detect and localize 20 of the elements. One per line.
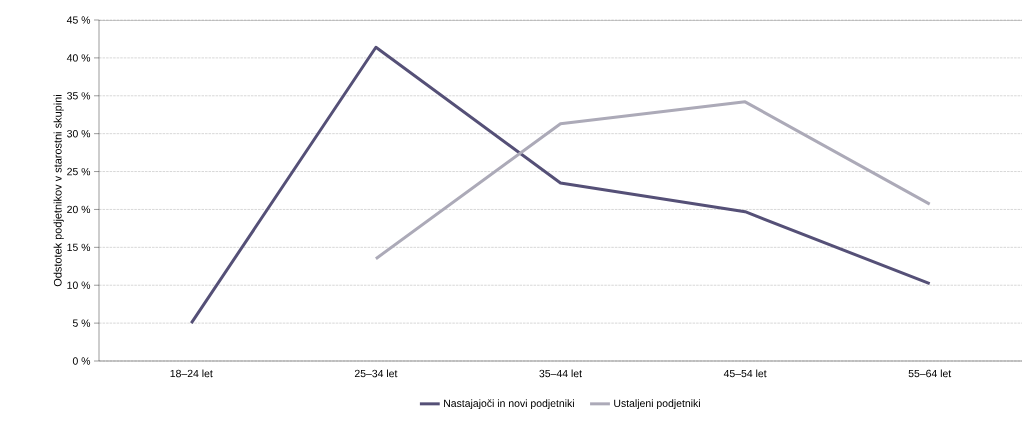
line-series <box>374 100 932 261</box>
legend-label: Nastajajoči in novi podjetniki <box>444 399 574 410</box>
y-tick-label: 5 % <box>72 319 91 327</box>
x-tick-label: 35–44 let <box>539 369 582 378</box>
y-axis-title: Odstotek podjetnikov v starostni skupini <box>53 95 64 287</box>
y-tick-label: 30 % <box>67 129 91 138</box>
line-series <box>189 45 932 325</box>
y-tick-label: 15 % <box>67 243 91 252</box>
y-tick-label: 25 % <box>67 167 91 176</box>
y-tick-label: 10 % <box>67 281 91 289</box>
y-tick-label: 40 % <box>66 54 91 62</box>
y-tick-label: 0 % <box>72 357 91 365</box>
legend-label: Ustaljeni podjetniki <box>614 399 700 410</box>
x-tick-label: 55–64 let <box>908 369 952 378</box>
x-tick-label: 45–54 let <box>723 369 767 378</box>
y-tick-label: 45 % <box>66 16 91 24</box>
y-tick-label: 35 % <box>67 92 91 100</box>
y-tick-label: 20 % <box>67 205 91 214</box>
x-tick-label: 25–34 let <box>354 369 398 378</box>
x-tick-label: 18–24 let <box>170 369 213 378</box>
